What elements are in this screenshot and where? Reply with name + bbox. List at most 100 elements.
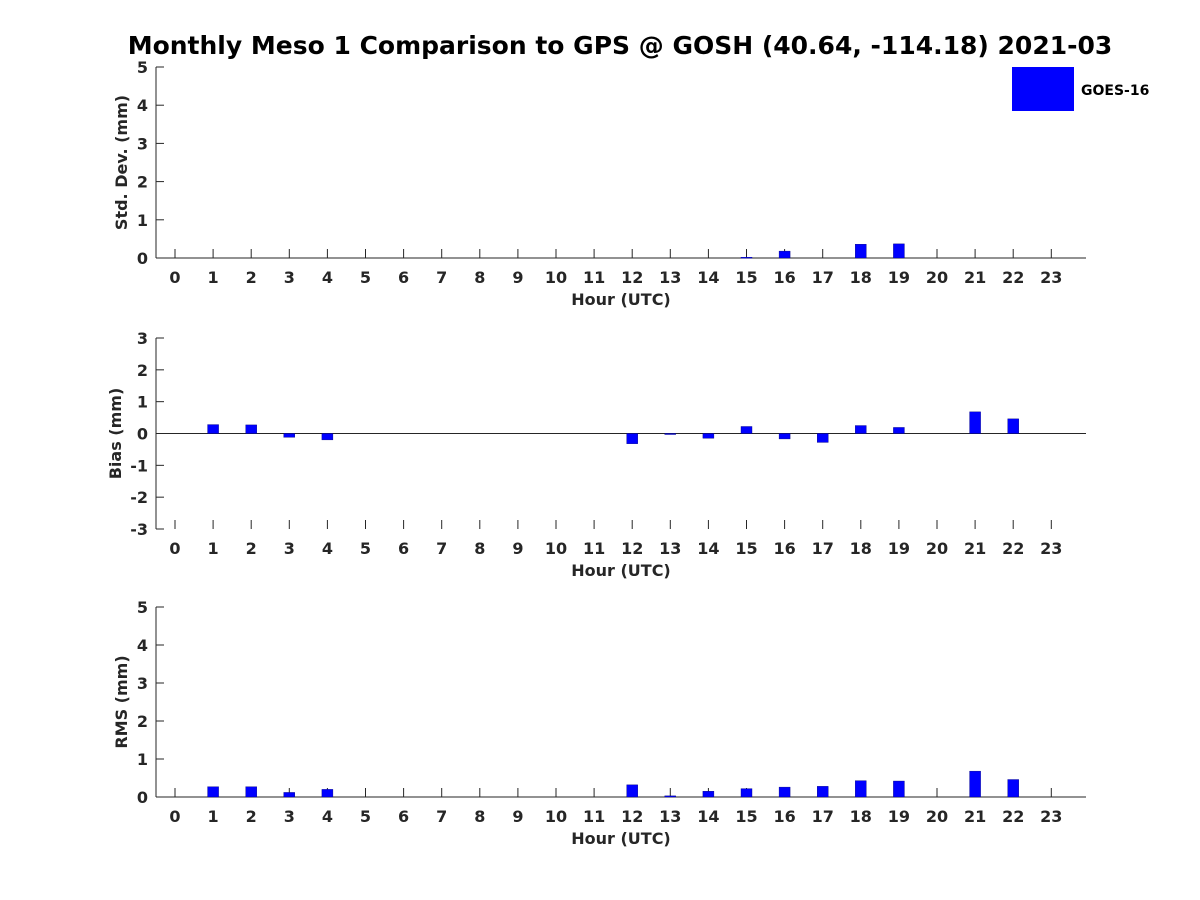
y-tick-label: 2 [137, 173, 148, 192]
x-tick-label: 18 [850, 539, 872, 558]
x-tick-label: 16 [773, 268, 795, 287]
bar-hour-18 [855, 425, 867, 434]
bar-hour-1 [207, 786, 219, 798]
y-tick-label: -1 [130, 456, 148, 475]
x-tick-label: 4 [322, 807, 333, 826]
x-tick-label: 19 [888, 268, 910, 287]
x-tick-label: 14 [697, 268, 719, 287]
x-tick-label: 17 [812, 807, 834, 826]
bar-hour-4 [321, 789, 334, 798]
bar-hour-16 [778, 433, 791, 440]
bar-hour-14 [702, 433, 715, 439]
x-tick-label: 1 [208, 539, 219, 558]
bar-hour-1 [207, 424, 219, 434]
bar-hour-22 [1007, 779, 1019, 798]
x-tick-label: 0 [169, 268, 180, 287]
x-tick-label: 3 [284, 807, 295, 826]
bar-hour-15 [740, 426, 753, 434]
x-tick-label: 15 [735, 539, 757, 558]
x-tick-label: 20 [926, 807, 948, 826]
x-tick-label: 12 [621, 807, 643, 826]
y-tick-label: 3 [137, 134, 148, 153]
bar-hour-21 [969, 411, 981, 434]
bar-hour-18 [855, 244, 867, 259]
x-tick-label: 2 [246, 807, 257, 826]
bar-hour-19 [893, 243, 905, 259]
bar-hour-2 [245, 786, 257, 798]
x-tick-label: 13 [659, 268, 681, 287]
x-tick-label: 6 [398, 807, 409, 826]
bar-hour-18 [855, 780, 867, 798]
x-tick-label: 23 [1040, 807, 1062, 826]
x-tick-label: 10 [545, 268, 567, 287]
x-tick-label: 21 [964, 807, 986, 826]
x-tick-label: 22 [1002, 807, 1024, 826]
x-tick-label: 17 [812, 539, 834, 558]
x-tick-label: 14 [697, 807, 719, 826]
x-tick-label: 10 [545, 539, 567, 558]
y-tick-label: 5 [137, 598, 148, 617]
x-tick-label: 6 [398, 539, 409, 558]
x-tick-label: 18 [850, 807, 872, 826]
y-tick-label: 1 [137, 750, 148, 769]
bar-hour-19 [893, 427, 905, 434]
x-axis-label: Hour (UTC) [571, 290, 671, 309]
x-tick-label: 8 [474, 539, 485, 558]
x-tick-label: 3 [284, 268, 295, 287]
x-tick-label: 13 [659, 807, 681, 826]
y-tick-label: 2 [137, 361, 148, 380]
y-tick-label: 5 [137, 58, 148, 77]
figure-title: Monthly Meso 1 Comparison to GPS @ GOSH … [128, 31, 1113, 60]
x-tick-label: 12 [621, 539, 643, 558]
x-tick-label: 7 [436, 268, 447, 287]
y-tick-label: 4 [137, 636, 148, 655]
x-tick-label: 8 [474, 268, 485, 287]
x-tick-label: 14 [697, 539, 719, 558]
x-tick-label: 22 [1002, 268, 1024, 287]
y-axis-label: Bias (mm) [106, 388, 125, 480]
x-tick-label: 12 [621, 268, 643, 287]
bar-hour-16 [778, 786, 791, 798]
y-tick-label: 0 [137, 788, 148, 807]
y-tick-label: 3 [137, 329, 148, 348]
x-axis-label: Hour (UTC) [571, 829, 671, 848]
x-tick-label: 18 [850, 268, 872, 287]
legend-label: GOES-16 [1081, 83, 1149, 99]
x-tick-label: 6 [398, 268, 409, 287]
x-tick-label: 16 [773, 539, 795, 558]
x-tick-label: 21 [964, 268, 986, 287]
y-tick-label: -3 [130, 520, 148, 539]
x-tick-label: 11 [583, 539, 605, 558]
bar-hour-15 [740, 788, 753, 798]
x-tick-label: 5 [360, 268, 371, 287]
x-tick-label: 23 [1040, 268, 1062, 287]
x-axis-label: Hour (UTC) [571, 561, 671, 580]
bar-hour-13 [664, 433, 676, 435]
bar-hour-19 [893, 780, 905, 798]
x-tick-label: 7 [436, 807, 447, 826]
y-tick-label: 0 [137, 249, 148, 268]
x-tick-label: 16 [773, 807, 795, 826]
x-tick-label: 23 [1040, 539, 1062, 558]
y-tick-label: 2 [137, 712, 148, 731]
x-tick-label: 4 [322, 539, 333, 558]
y-axis-label: Std. Dev. (mm) [112, 95, 131, 230]
bar-hour-15 [740, 257, 753, 259]
bar-hour-12 [626, 433, 638, 444]
bar-hour-17 [817, 433, 829, 443]
x-tick-label: 11 [583, 268, 605, 287]
x-tick-label: 4 [322, 268, 333, 287]
x-tick-label: 22 [1002, 539, 1024, 558]
x-tick-label: 5 [360, 807, 371, 826]
x-tick-label: 9 [512, 807, 523, 826]
bar-hour-13 [664, 795, 676, 798]
x-tick-label: 2 [246, 539, 257, 558]
bar-hour-21 [969, 770, 981, 798]
x-tick-label: 8 [474, 807, 485, 826]
bar-hour-4 [321, 433, 334, 441]
x-tick-label: 1 [208, 268, 219, 287]
